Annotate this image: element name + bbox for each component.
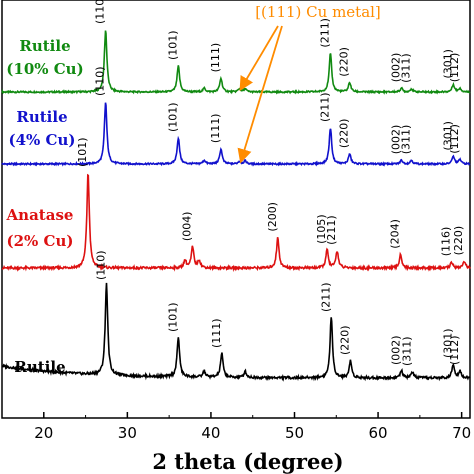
peak-label-group: (002) bbox=[390, 125, 403, 155]
peak-label-group: (105) bbox=[315, 214, 328, 244]
peak-label-group: (211) bbox=[325, 215, 338, 245]
x-tick-label: 40 bbox=[201, 424, 220, 442]
peak-label-group: (101) bbox=[166, 30, 179, 60]
series-line bbox=[1, 30, 471, 95]
peak-label-layer: (110)(101) (111)(211)(220) (002)(311) (301)… bbox=[76, 0, 465, 366]
peak-label: (211) bbox=[325, 215, 338, 245]
peak-label: (211) bbox=[318, 18, 331, 48]
series-layer bbox=[1, 30, 471, 382]
series-name-layer: Rutile (10% Cu) Rutile (4% Cu) Anatase (2% Cu… bbox=[6, 37, 84, 376]
peak-label: (311) bbox=[400, 336, 413, 366]
annotation-arrow bbox=[239, 25, 279, 92]
peak-label: (110) bbox=[95, 250, 108, 280]
peak-label-group: (101) bbox=[166, 302, 179, 332]
peak-label: (101) bbox=[166, 102, 179, 132]
peak-label-group: (112) bbox=[448, 53, 461, 83]
peak-label: (111) bbox=[209, 43, 222, 73]
peak-label: (101) bbox=[76, 137, 89, 167]
peak-label-group: (204) bbox=[389, 219, 402, 249]
peak-label-group: (111) bbox=[209, 114, 222, 144]
peak-label: (220) bbox=[452, 226, 465, 256]
peak-label: (112) bbox=[448, 335, 461, 365]
peak-label: (105) bbox=[315, 214, 328, 244]
peak-label: (301) bbox=[441, 49, 454, 79]
peak-label: (002) bbox=[390, 335, 403, 365]
peak-label: (116) bbox=[440, 227, 453, 257]
peak-label-group: (211) bbox=[318, 92, 331, 122]
peak-label: (220) bbox=[338, 47, 351, 77]
series-name-label: Rutile bbox=[14, 358, 65, 376]
peak-label: (004) bbox=[181, 212, 194, 242]
x-tick-label: 50 bbox=[285, 424, 304, 442]
peak-label-group: (200) bbox=[266, 202, 279, 232]
series-line bbox=[1, 282, 471, 382]
peak-label-group: (211) bbox=[319, 282, 332, 312]
series-name-label: (10% Cu) bbox=[6, 60, 83, 78]
peak-label-group: (301) bbox=[441, 328, 454, 358]
x-axis: 20 30 40 50 60 70 bbox=[1, 412, 471, 442]
peak-label: (101) bbox=[166, 30, 179, 60]
peak-label: (211) bbox=[318, 92, 331, 122]
peak-label: (204) bbox=[389, 219, 402, 249]
peak-label-group: (220) bbox=[338, 119, 351, 149]
peak-label-group: (110) bbox=[94, 0, 107, 24]
peak-label-group: (311) bbox=[400, 125, 413, 155]
x-tick-label: 20 bbox=[34, 424, 53, 442]
peak-label-group: (220) bbox=[338, 47, 351, 77]
peak-label: (220) bbox=[338, 119, 351, 149]
peak-label: (112) bbox=[448, 53, 461, 83]
peak-label: (311) bbox=[400, 125, 413, 155]
peak-label: (002) bbox=[390, 53, 403, 83]
peak-label: (002) bbox=[390, 125, 403, 155]
annotation-layer: [(111) Cu metal] bbox=[237, 3, 381, 164]
x-tick-label: 70 bbox=[452, 424, 471, 442]
peak-label-group: (101) bbox=[76, 137, 89, 167]
peak-label: (112) bbox=[448, 124, 461, 154]
peak-label-group: (112) bbox=[448, 335, 461, 365]
series-name-label: Rutile bbox=[16, 108, 67, 126]
peak-label-group: (111) bbox=[209, 43, 222, 73]
x-tick-label: 60 bbox=[369, 424, 388, 442]
peak-label: (110) bbox=[94, 0, 107, 24]
peak-label-group: (002) bbox=[390, 335, 403, 365]
peak-label-group: (220) bbox=[452, 226, 465, 256]
peak-label-group: (002) bbox=[390, 53, 403, 83]
series-name-label: Rutile bbox=[19, 37, 70, 55]
plot-border bbox=[1, 0, 471, 419]
peak-label-group: (220) bbox=[339, 325, 352, 355]
peak-label: (211) bbox=[319, 282, 332, 312]
x-tick-label: 30 bbox=[118, 424, 137, 442]
peak-label-group: (301) bbox=[441, 121, 454, 151]
peak-label: (111) bbox=[209, 114, 222, 144]
peak-label: (301) bbox=[441, 328, 454, 358]
peak-label-group: (004) bbox=[181, 212, 194, 242]
peak-label-group: (311) bbox=[400, 53, 413, 83]
series-line bbox=[1, 173, 471, 273]
peak-label-group: (211) bbox=[318, 18, 331, 48]
peak-label-group: (110) bbox=[94, 66, 107, 96]
x-axis-title: 2 theta (degree) bbox=[152, 449, 343, 474]
peak-label-group: (101) bbox=[166, 102, 179, 132]
peak-label: (311) bbox=[400, 53, 413, 83]
peak-label: (200) bbox=[266, 202, 279, 232]
cu-metal-annotation: [(111) Cu metal] bbox=[255, 3, 381, 21]
peak-label-group: (112) bbox=[448, 124, 461, 154]
peak-label-group: (301) bbox=[441, 49, 454, 79]
annotation-arrow bbox=[237, 25, 283, 164]
peak-label: (101) bbox=[166, 302, 179, 332]
peak-label: (220) bbox=[339, 325, 352, 355]
series-name-label: Anatase bbox=[6, 206, 74, 224]
peak-label-group: (311) bbox=[400, 336, 413, 366]
series-name-label: (2% Cu) bbox=[7, 232, 74, 250]
series-name-label: (4% Cu) bbox=[9, 131, 76, 149]
peak-label: (111) bbox=[210, 318, 223, 348]
peak-label-group: (111) bbox=[210, 318, 223, 348]
peak-label: (301) bbox=[441, 121, 454, 151]
peak-label: (110) bbox=[94, 66, 107, 96]
peak-label-group: (116) bbox=[440, 227, 453, 257]
peak-label-group: (110) bbox=[95, 250, 108, 280]
series-line bbox=[1, 102, 471, 167]
plot-frame bbox=[1, 0, 471, 419]
